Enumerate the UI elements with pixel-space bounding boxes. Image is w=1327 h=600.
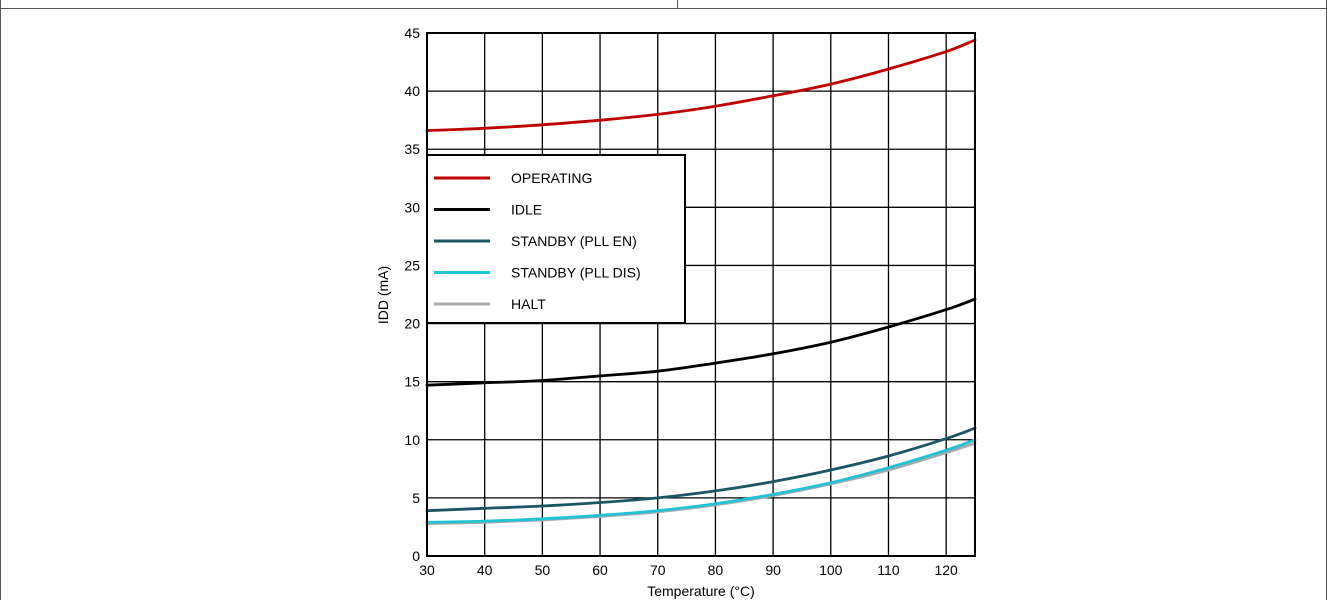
legend-label: OPERATING <box>511 170 592 186</box>
x-axis-title: Temperature (°C) <box>647 583 755 599</box>
y-tick-label: 45 <box>404 25 420 41</box>
x-axis-ticks: 30 40 50 60 70 80 90 100 110 120 <box>419 562 958 578</box>
legend-label: IDLE <box>511 202 542 218</box>
y-tick-label: 10 <box>404 432 420 448</box>
legend-label: STANDBY (PLL DIS) <box>511 265 641 281</box>
y-tick-label: 25 <box>404 257 420 273</box>
x-tick-label: 90 <box>765 562 781 578</box>
legend-label: STANDBY (PLL EN) <box>511 233 637 249</box>
y-tick-label: 15 <box>404 374 420 390</box>
x-tick-label: 100 <box>819 562 843 578</box>
legend-box <box>426 154 686 324</box>
left-border-line <box>0 0 1 600</box>
top-divider-line <box>677 0 678 9</box>
x-tick-label: 110 <box>877 562 900 578</box>
y-tick-label: 0 <box>412 548 420 564</box>
legend-label: HALT <box>511 296 546 312</box>
x-tick-label: 30 <box>419 562 435 578</box>
series-lines <box>425 38 977 525</box>
series-line-standby-pll-dis <box>425 438 977 524</box>
y-tick-label: 5 <box>412 490 420 506</box>
top-border-line <box>0 8 1327 9</box>
y-tick-label: 40 <box>404 83 420 99</box>
y-tick-label: 35 <box>404 141 420 157</box>
x-tick-label: 70 <box>650 562 666 578</box>
x-tick-label: 120 <box>934 562 958 578</box>
y-axis-ticks: 0 5 10 15 20 25 30 35 40 45 <box>404 25 420 564</box>
legend: OPERATING IDLE STANDBY (PLL EN) STANDBY (PL… <box>426 154 686 324</box>
x-tick-label: 40 <box>477 562 493 578</box>
series-line-standby-pll-en <box>425 426 977 513</box>
series-line-operating <box>425 38 977 132</box>
x-tick-label: 60 <box>592 562 608 578</box>
series-line-idle <box>425 297 977 387</box>
x-tick-label: 80 <box>708 562 724 578</box>
x-tick-label: 50 <box>535 562 551 578</box>
y-tick-label: 20 <box>404 316 420 332</box>
y-axis-title: IDD (mA) <box>375 266 391 324</box>
y-tick-label: 30 <box>404 199 420 215</box>
